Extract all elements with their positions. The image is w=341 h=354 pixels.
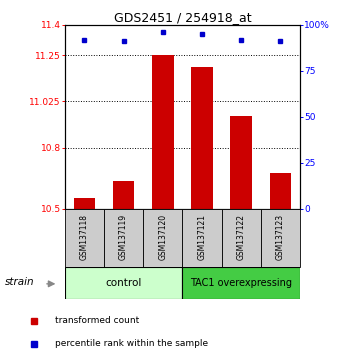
- Text: transformed count: transformed count: [55, 316, 139, 325]
- Text: GSM137119: GSM137119: [119, 214, 128, 260]
- Text: GSM137122: GSM137122: [237, 214, 246, 260]
- Text: percentile rank within the sample: percentile rank within the sample: [55, 339, 208, 348]
- Text: control: control: [105, 278, 142, 288]
- Bar: [65, 267, 182, 299]
- Bar: [270, 173, 291, 209]
- Bar: [191, 67, 213, 209]
- Title: GDS2451 / 254918_at: GDS2451 / 254918_at: [114, 11, 251, 24]
- Bar: [231, 116, 252, 209]
- Bar: [74, 198, 95, 209]
- Bar: [143, 209, 182, 267]
- Text: strain: strain: [5, 276, 35, 287]
- Bar: [182, 209, 222, 267]
- Text: GSM137118: GSM137118: [80, 214, 89, 260]
- Text: GSM137123: GSM137123: [276, 214, 285, 260]
- Text: GSM137121: GSM137121: [197, 214, 207, 260]
- Bar: [65, 209, 104, 267]
- Bar: [113, 181, 134, 209]
- Bar: [222, 209, 261, 267]
- Text: TAC1 overexpressing: TAC1 overexpressing: [190, 278, 292, 288]
- Bar: [152, 55, 174, 209]
- Bar: [104, 209, 143, 267]
- Bar: [261, 209, 300, 267]
- Text: GSM137120: GSM137120: [158, 214, 167, 260]
- Bar: [182, 267, 300, 299]
